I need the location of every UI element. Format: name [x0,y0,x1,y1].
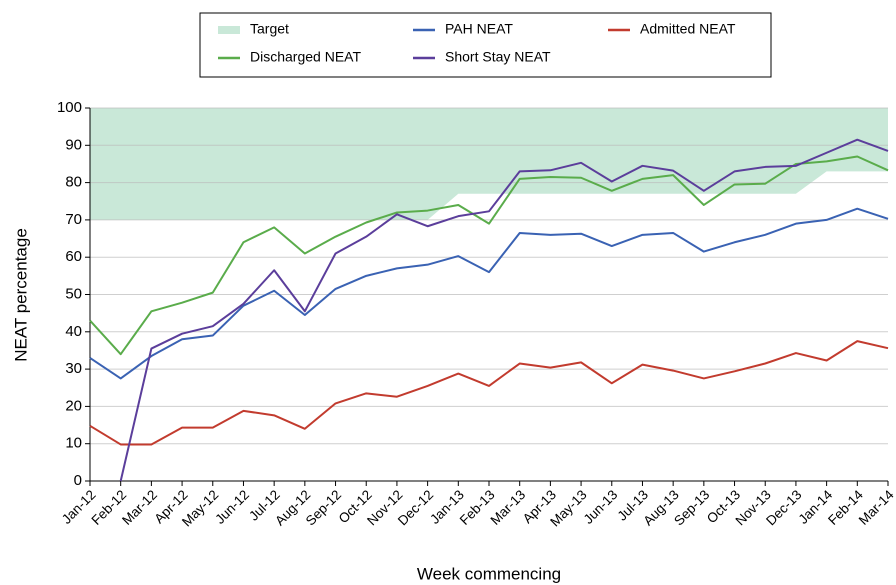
x-tick-label: Mar-13 [487,487,528,528]
legend-label: Discharged NEAT [250,49,361,65]
y-tick-label: 30 [65,360,82,377]
legend-box [199,12,772,78]
legend-label: Short Stay NEAT [445,49,551,65]
legend-label: Target [250,21,289,37]
y-tick-label: 50 [65,285,82,302]
series-line [119,138,889,482]
series-line [89,207,889,380]
y-tick-label: 100 [57,99,82,116]
target-area [90,108,888,220]
legend-label: PAH NEAT [445,21,513,37]
y-axis-title: NEAT percentage [11,228,30,362]
y-tick-label: 80 [65,174,82,191]
x-tick-label: Mar-14 [856,487,896,528]
y-tick-label: 40 [65,323,82,340]
legend-swatch [218,26,240,34]
x-axis-title: Week commencing [417,564,561,583]
series-line [89,340,889,446]
x-tick-label: Jun-13 [581,487,621,527]
series-line [89,155,889,356]
y-tick-label: 0 [74,472,82,489]
x-tick-label: Jun-12 [212,487,252,527]
y-tick-label: 60 [65,248,82,265]
y-tick-label: 70 [65,211,82,228]
y-tick-label: 10 [65,435,82,452]
x-tick-label: Mar-12 [119,487,160,528]
y-tick-label: 90 [65,136,82,153]
legend-label: Admitted NEAT [640,21,736,37]
y-tick-label: 20 [65,397,82,414]
